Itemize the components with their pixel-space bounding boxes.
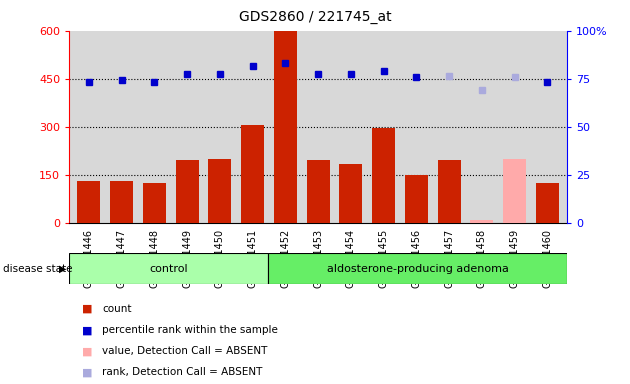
Bar <box>438 161 461 223</box>
Text: ▶: ▶ <box>59 264 66 274</box>
Bar <box>536 183 559 223</box>
Bar <box>176 161 198 223</box>
Bar <box>372 128 395 223</box>
Text: ■: ■ <box>82 367 93 377</box>
Text: rank, Detection Call = ABSENT: rank, Detection Call = ABSENT <box>102 367 263 377</box>
Text: GDS2860 / 221745_at: GDS2860 / 221745_at <box>239 10 391 23</box>
Bar <box>307 161 329 223</box>
Text: aldosterone-producing adenoma: aldosterone-producing adenoma <box>327 264 508 274</box>
Bar <box>340 164 362 223</box>
Text: value, Detection Call = ABSENT: value, Detection Call = ABSENT <box>102 346 267 356</box>
Bar <box>143 183 166 223</box>
Text: ■: ■ <box>82 304 93 314</box>
Text: percentile rank within the sample: percentile rank within the sample <box>102 325 278 335</box>
Text: disease state: disease state <box>3 264 72 274</box>
Text: ■: ■ <box>82 325 93 335</box>
Text: count: count <box>102 304 132 314</box>
Bar <box>241 125 264 223</box>
Bar <box>77 181 100 223</box>
Bar <box>268 253 567 284</box>
Bar <box>274 31 297 223</box>
Text: control: control <box>149 264 188 274</box>
Bar <box>209 159 231 223</box>
Text: ■: ■ <box>82 346 93 356</box>
Bar <box>471 220 493 223</box>
Bar <box>405 175 428 223</box>
Bar <box>503 159 526 223</box>
Bar <box>69 253 268 284</box>
Bar <box>110 181 133 223</box>
